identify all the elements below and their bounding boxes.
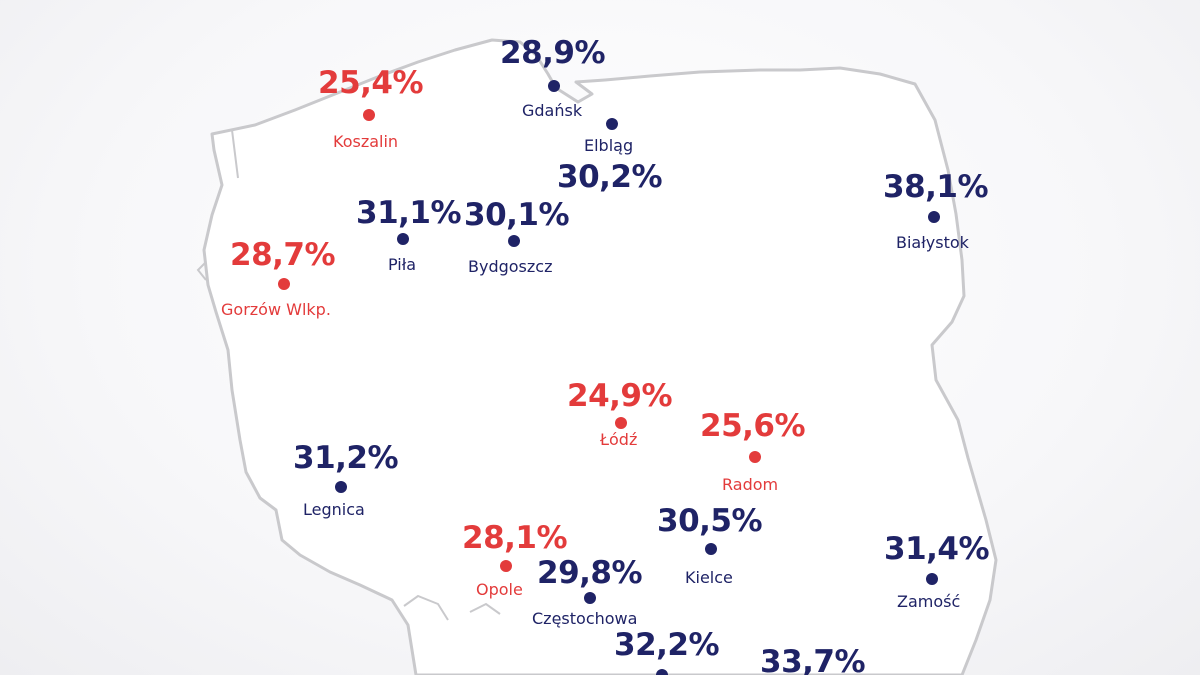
city-percentage: 25,4%: [318, 65, 424, 101]
city-percentage: 30,5%: [657, 503, 763, 539]
city-percentage: 31,2%: [293, 440, 399, 476]
city-name: Łódź: [600, 430, 638, 449]
city-name: Kielce: [685, 568, 733, 587]
city-percentage: 33,7%: [760, 644, 866, 675]
city-percentage: 29,8%: [537, 555, 643, 591]
city-dot: [926, 573, 938, 585]
border-detail-west: [196, 129, 239, 281]
city-percentage: 28,9%: [500, 35, 606, 71]
city-name: Legnica: [303, 500, 365, 519]
poland-country-shape: [202, 38, 998, 675]
city-percentage: 30,2%: [557, 159, 663, 195]
city-dot: [615, 417, 627, 429]
city-percentage: 32,2%: [614, 627, 720, 663]
city-dot: [508, 235, 520, 247]
border-detail-southwest: [403, 594, 501, 621]
city-name: Elbląg: [584, 136, 634, 155]
city-name: Białystok: [896, 233, 969, 252]
city-name: Zamość: [897, 592, 961, 611]
city-percentage: 24,9%: [567, 378, 673, 414]
city-percentage: 31,1%: [356, 195, 462, 231]
city-name: Koszalin: [333, 132, 399, 151]
city-name: Gdańsk: [522, 101, 583, 120]
city-name: Piła: [388, 255, 417, 274]
city-dot: [606, 118, 618, 130]
city-name: Bydgoszcz: [468, 257, 553, 276]
city-dot: [278, 278, 290, 290]
city-name: Opole: [476, 580, 523, 599]
city-dot: [335, 481, 347, 493]
city-dot: [705, 543, 717, 555]
city-percentage: 28,7%: [230, 237, 336, 273]
city-percentage: 28,1%: [462, 520, 568, 556]
city-dot: [584, 592, 596, 604]
city-name: Gorzów Wlkp.: [221, 300, 331, 319]
city-percentage: 30,1%: [464, 197, 570, 233]
city-dot: [656, 669, 668, 675]
city-dot: [928, 211, 940, 223]
city-name: Radom: [722, 475, 779, 494]
city-dot: [749, 451, 761, 463]
city-percentage: 25,6%: [700, 408, 806, 444]
city-dot: [500, 560, 512, 572]
city-percentage: 31,4%: [884, 531, 990, 567]
city-dot: [397, 233, 409, 245]
city-dot: [548, 80, 560, 92]
city-dot: [363, 109, 375, 121]
city-name: Częstochowa: [532, 609, 638, 628]
city-percentage: 38,1%: [883, 169, 989, 205]
